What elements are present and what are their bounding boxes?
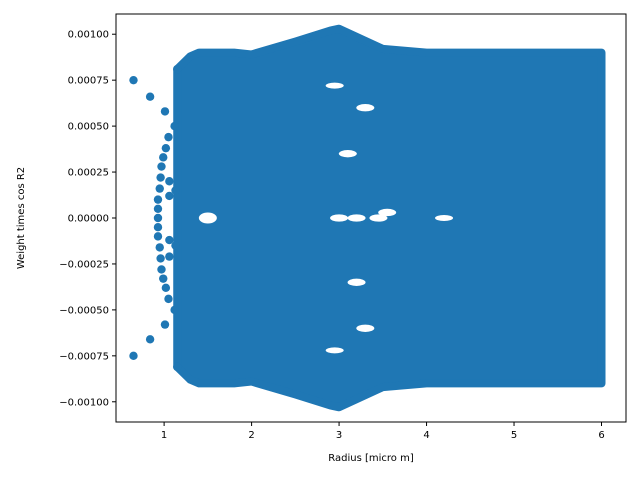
scatter-point <box>156 173 165 182</box>
scatter-point <box>165 191 174 201</box>
x-tick-label: 2 <box>248 430 254 441</box>
scatter-point <box>159 274 168 283</box>
scatter-point <box>173 362 182 372</box>
scatter-point <box>164 132 173 142</box>
scatter-point <box>155 243 164 252</box>
scatter-point <box>165 252 174 261</box>
y-tick-label: −0.00075 <box>59 351 109 362</box>
scatter-point <box>164 294 173 304</box>
y-tick-label: −0.00050 <box>59 305 109 316</box>
scatter-dense-region <box>173 24 606 412</box>
y-tick-label: 0.00000 <box>68 214 109 225</box>
scatter-point <box>161 143 171 153</box>
scatter-point <box>157 265 166 274</box>
scatter-point <box>159 153 168 162</box>
scatter-gap <box>338 150 357 158</box>
scatter-gap <box>198 212 217 224</box>
scatter-point <box>129 75 138 85</box>
scatter-point <box>157 162 166 171</box>
scatter-point <box>153 232 163 241</box>
x-tick-label: 1 <box>161 430 167 441</box>
scatter-gap <box>325 82 344 89</box>
scatter-point <box>171 241 180 250</box>
y-tick-label: −0.00100 <box>59 397 109 408</box>
scatter-point <box>171 186 180 195</box>
scatter-point <box>145 92 155 101</box>
scatter-gap <box>325 347 344 354</box>
scatter-point <box>156 254 165 263</box>
scatter-point <box>160 320 170 329</box>
plot-area <box>129 24 606 412</box>
y-tick-label: 0.00025 <box>68 168 109 179</box>
x-axis-label: Radius [micro m] <box>328 453 414 464</box>
y-tick-label: 0.00075 <box>68 76 109 87</box>
scatter-point <box>155 184 164 193</box>
scatter-point <box>165 177 174 186</box>
scatter-point <box>153 213 163 223</box>
scatter-point <box>129 351 138 361</box>
scatter-point <box>153 222 163 232</box>
scatter-gap <box>356 104 375 112</box>
y-axis-ticks: 0.00100 0.00075 0.00050 0.00025 0.00000 −0.00… <box>59 30 116 408</box>
scatter-point <box>153 204 163 214</box>
x-tick-label: 3 <box>336 430 342 441</box>
scatter-point <box>160 107 170 116</box>
y-tick-label: 0.00100 <box>68 30 109 41</box>
scatter-point <box>170 121 179 131</box>
scatter-point <box>170 305 179 315</box>
scatter-point <box>165 235 174 245</box>
scatter-gap <box>330 214 349 222</box>
scatter-gap <box>378 208 397 217</box>
scatter-gap <box>347 214 366 222</box>
x-tick-label: 6 <box>598 430 604 441</box>
y-tick-label: −0.00025 <box>59 259 109 270</box>
y-axis-label: Weight times cos R2 <box>16 167 27 269</box>
x-tick-label: 4 <box>423 430 429 441</box>
scatter-point <box>145 335 155 344</box>
x-axis-ticks: 1 2 3 4 5 6 <box>161 422 605 441</box>
scatter-gap <box>369 214 388 222</box>
scatter-point <box>173 64 182 74</box>
y-tick-label: 0.00050 <box>68 122 109 133</box>
scatter-point <box>153 195 163 204</box>
scatter-gap <box>435 215 454 221</box>
scatter-gap <box>356 324 375 332</box>
x-tick-label: 5 <box>511 430 517 441</box>
scatter-point <box>161 283 171 293</box>
scatter-gap <box>347 278 366 286</box>
